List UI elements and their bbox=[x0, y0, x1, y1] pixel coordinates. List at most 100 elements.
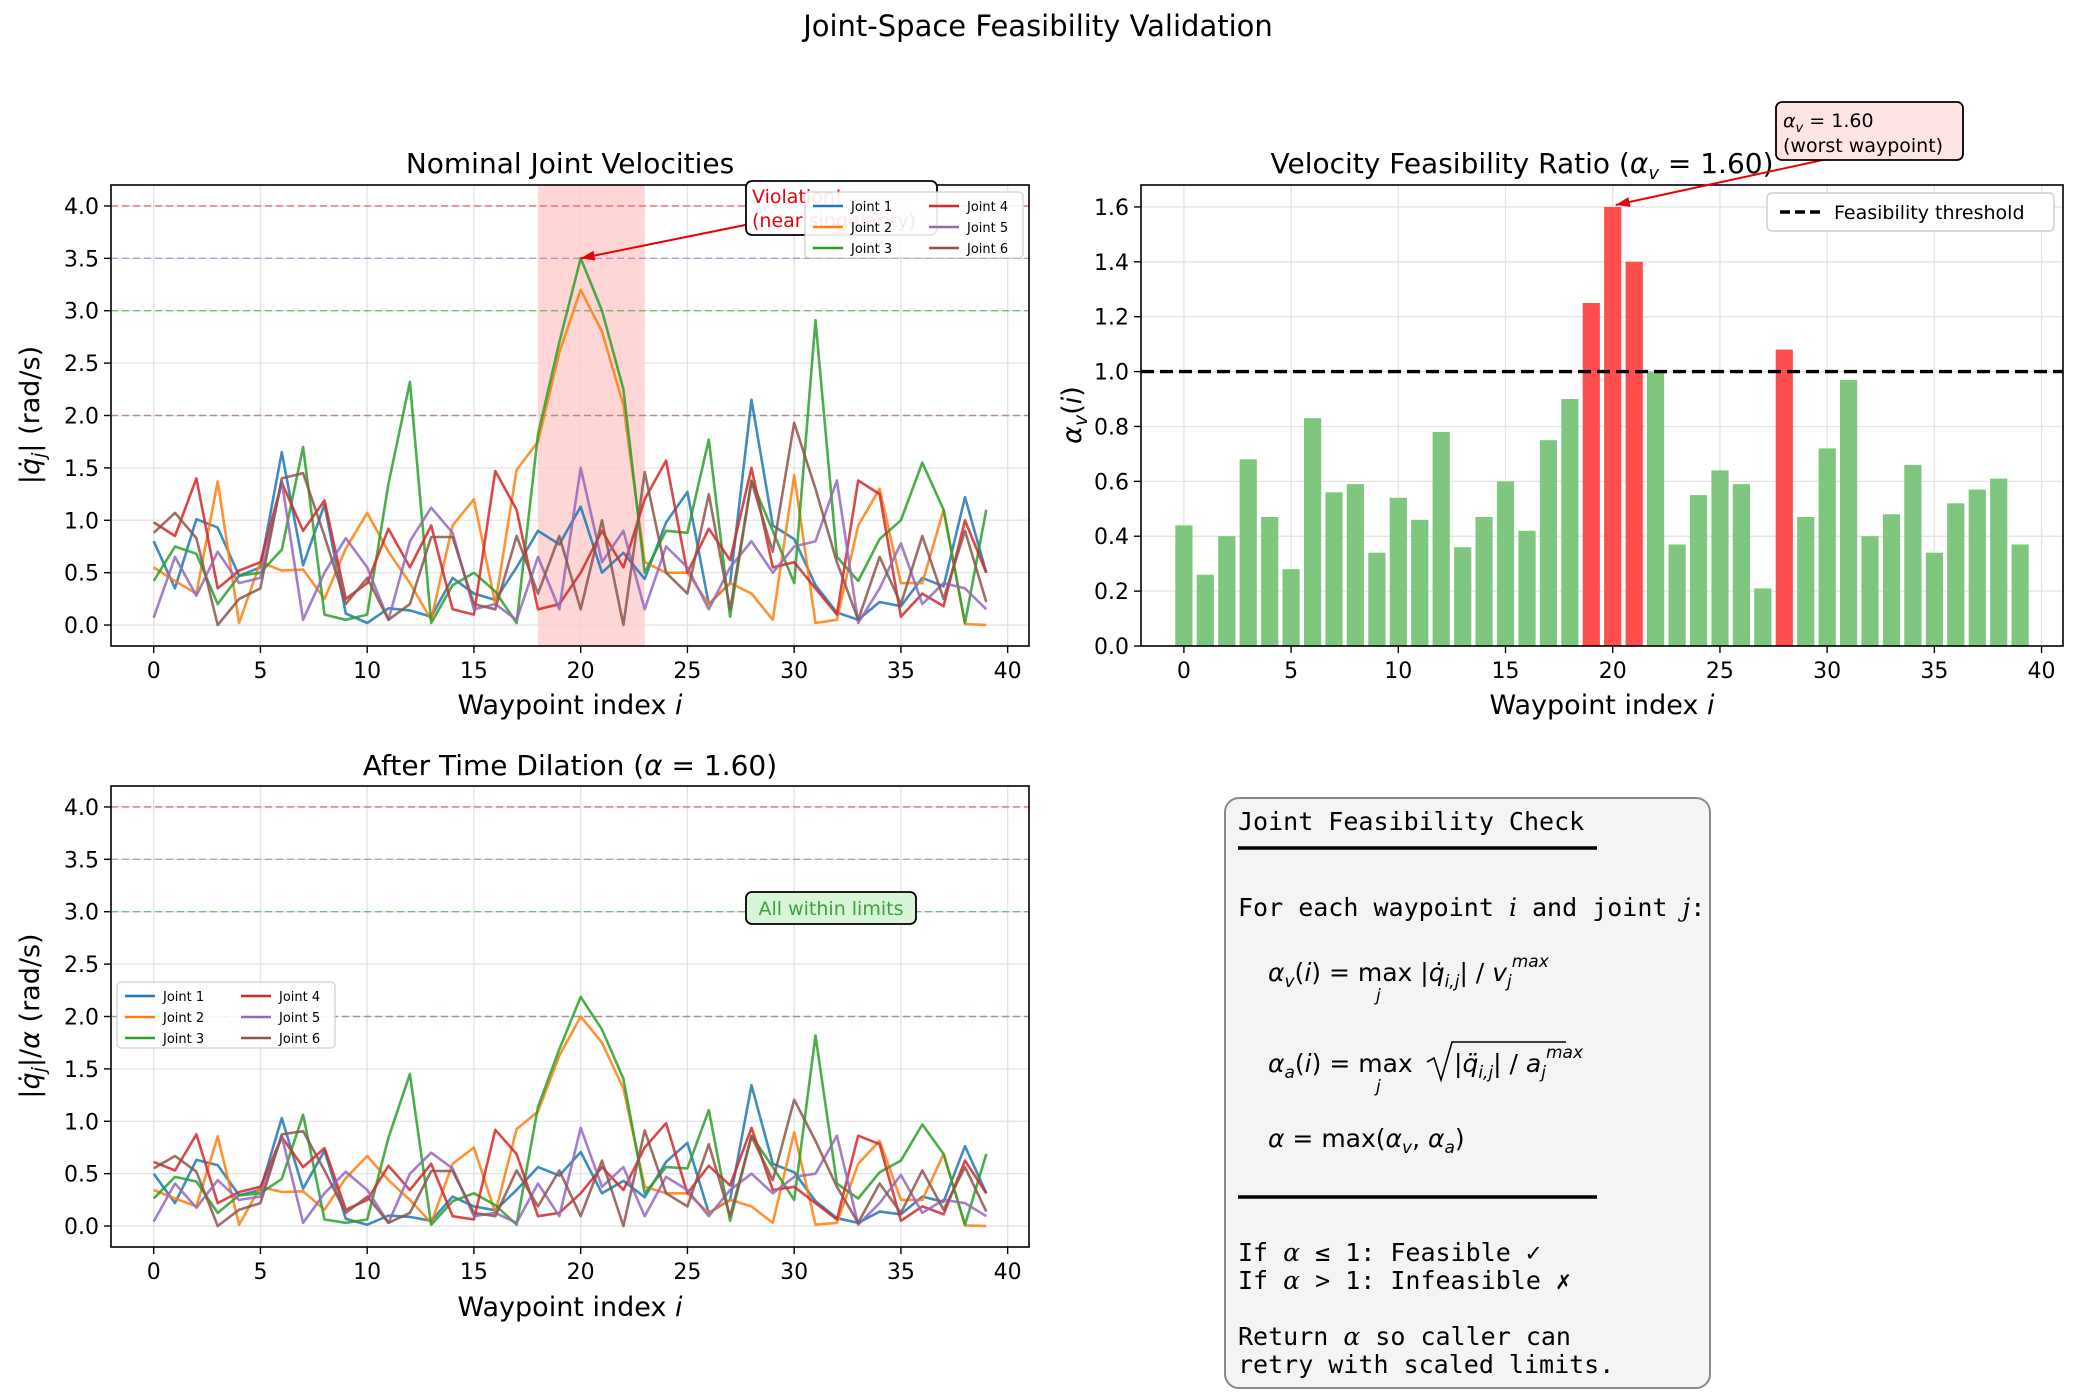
ratio-bar bbox=[1325, 492, 1343, 646]
y-tick-label: 1.5 bbox=[64, 457, 99, 482]
nominal-title: Nominal Joint Velocities bbox=[406, 147, 734, 180]
panel-box bbox=[1224, 797, 1711, 1389]
x-tick-label: 15 bbox=[460, 659, 488, 684]
worst-waypoint-value: αv = 1.60 bbox=[1783, 110, 1874, 136]
y-tick-label: 0.0 bbox=[64, 1215, 99, 1240]
legend-label-joint-3: Joint 3 bbox=[162, 1032, 204, 1047]
series-line-joint-5 bbox=[152, 1126, 987, 1226]
dilated-ylabel: |q̇j|/α (rad/s) bbox=[15, 933, 50, 1098]
worst-waypoint-label: (worst waypoint) bbox=[1783, 135, 1943, 157]
x-tick-label: 25 bbox=[1706, 659, 1734, 684]
legend-label-joint-2: Joint 2 bbox=[850, 221, 892, 236]
x-tick-label: 35 bbox=[887, 659, 915, 684]
y-tick-label: 4.0 bbox=[64, 796, 99, 821]
y-tick-label: 1.4 bbox=[1094, 251, 1129, 276]
y-tick-label: 2.0 bbox=[64, 1006, 99, 1031]
x-tick-label: 25 bbox=[673, 1260, 701, 1285]
ratio-bar bbox=[1304, 418, 1322, 646]
x-tick-label: 20 bbox=[567, 1260, 595, 1285]
series-line-joint-2 bbox=[153, 1015, 987, 1228]
y-tick-label: 0.2 bbox=[1094, 580, 1129, 605]
dilated-title: After Time Dilation (α = 1.60) bbox=[363, 749, 777, 782]
nominal-xlabel: Waypoint index i bbox=[458, 690, 683, 721]
y-tick-label: 1.0 bbox=[64, 1110, 99, 1135]
series-line-joint-5 bbox=[152, 466, 988, 625]
legend-label-joint-1: Joint 1 bbox=[162, 990, 204, 1005]
violation-arrowhead bbox=[580, 250, 596, 261]
y-tick-label: 1.6 bbox=[1094, 196, 1129, 221]
y-tick-label: 2.0 bbox=[64, 405, 99, 430]
x-tick-label: 30 bbox=[1813, 659, 1841, 684]
dilated-series-lines bbox=[152, 995, 988, 1228]
nominal-velocity-chart: 0 5 10 15 20 25 30 35 40 0.0 0.5 1.0 1.5 2.0 2.5 3.0 3.5… bbox=[15, 147, 1030, 721]
ratio-bar bbox=[1904, 464, 1922, 646]
y-tick-label: 1.0 bbox=[1094, 361, 1129, 386]
x-tick-label: 0 bbox=[147, 659, 161, 684]
equation-alpha-v: αv(i) = max |q̇i,j| / vjmax bbox=[1268, 952, 1550, 992]
x-tick-label: 35 bbox=[887, 1260, 915, 1285]
series-line-joint-2 bbox=[153, 288, 987, 627]
series-line-joint-3 bbox=[152, 995, 988, 1226]
ratio-bar bbox=[1840, 379, 1858, 646]
y-tick-label: 2.5 bbox=[64, 953, 99, 978]
x-tick-label: 10 bbox=[353, 1260, 381, 1285]
ratio-bar bbox=[1604, 207, 1622, 646]
ratio-bar bbox=[1432, 432, 1450, 646]
return-line-2: retry with scaled limits. bbox=[1238, 1350, 1614, 1379]
equation-alpha: α = max(αv, αa) bbox=[1268, 1124, 1465, 1158]
x-tick-label: 40 bbox=[2028, 659, 2056, 684]
ratio-axes-frame bbox=[1140, 184, 2064, 647]
dilated-grid bbox=[111, 786, 1029, 1247]
feasibility-check-panel: Joint Feasibility Check For each waypoin… bbox=[1224, 797, 1711, 1389]
x-tick-label: 40 bbox=[994, 659, 1022, 684]
ratio-bar bbox=[1947, 503, 1965, 646]
ratio-bar bbox=[1261, 517, 1279, 646]
equation-alpha-v-sub: j bbox=[1374, 986, 1381, 1006]
series-line-joint-6 bbox=[153, 1098, 988, 1228]
legend-frame bbox=[116, 981, 336, 1049]
y-tick-label: 0.5 bbox=[64, 1163, 99, 1188]
x-tick-label: 30 bbox=[780, 659, 808, 684]
ratio-bar bbox=[1647, 371, 1665, 646]
ratio-bars bbox=[1175, 207, 2029, 647]
y-tick-label: 3.5 bbox=[64, 247, 99, 272]
panel-intro: For each waypoint i and joint j: bbox=[1238, 893, 1705, 922]
y-tick-label: 0.0 bbox=[64, 614, 99, 639]
ratio-bar bbox=[1518, 530, 1536, 647]
x-tick-label: 0 bbox=[1177, 659, 1191, 684]
ratio-bar bbox=[1561, 399, 1579, 646]
x-tick-label: 20 bbox=[567, 659, 595, 684]
legend-label-joint-3: Joint 3 bbox=[850, 242, 892, 257]
x-tick-label: 10 bbox=[1384, 659, 1412, 684]
legend-label-joint-2: Joint 2 bbox=[162, 1011, 204, 1026]
x-tick-label: 25 bbox=[673, 659, 701, 684]
x-tick-label: 5 bbox=[253, 1260, 267, 1285]
dilated-ticks: 0 5 10 15 20 25 30 35 40 0.0 0.5 1.0 1.5 2.0 2.5 3.0 3.5… bbox=[64, 796, 1022, 1285]
x-tick-label: 10 bbox=[353, 659, 381, 684]
ratio-bar bbox=[1668, 544, 1686, 646]
return-line-1: Return α so caller can bbox=[1238, 1322, 1571, 1351]
x-tick-label: 35 bbox=[1920, 659, 1948, 684]
dilated-legend: Joint 1 Joint 2 Joint 3 Joint 4 Joint 5 Joint… bbox=[116, 981, 336, 1049]
nominal-series-lines bbox=[152, 256, 988, 627]
ratio-bar bbox=[1797, 517, 1815, 646]
y-tick-label: 0.0 bbox=[1094, 635, 1129, 660]
figure-title: Joint-Space Feasibility Validation bbox=[801, 9, 1273, 43]
ratio-bar bbox=[1496, 481, 1515, 646]
threshold-legend-label: Feasibility threshold bbox=[1834, 202, 2025, 224]
ratio-bar bbox=[1368, 552, 1386, 646]
dilated-xlabel: Waypoint index i bbox=[458, 1292, 683, 1323]
x-tick-label: 5 bbox=[1284, 659, 1298, 684]
ratio-bar bbox=[1990, 478, 2008, 646]
ratio-bar bbox=[1968, 489, 1986, 646]
ratio-title: Velocity Feasibility Ratio (αv = 1.60) bbox=[1271, 147, 1774, 184]
y-tick-label: 4.0 bbox=[64, 195, 99, 220]
x-tick-label: 5 bbox=[253, 659, 267, 684]
y-tick-label: 1.2 bbox=[1094, 306, 1129, 331]
all-within-limits-box bbox=[745, 891, 917, 925]
violation-arrow bbox=[580, 221, 761, 260]
x-tick-label: 40 bbox=[994, 1260, 1022, 1285]
ratio-bar bbox=[1239, 459, 1257, 646]
legend-label-joint-6: Joint 6 bbox=[966, 242, 1008, 257]
